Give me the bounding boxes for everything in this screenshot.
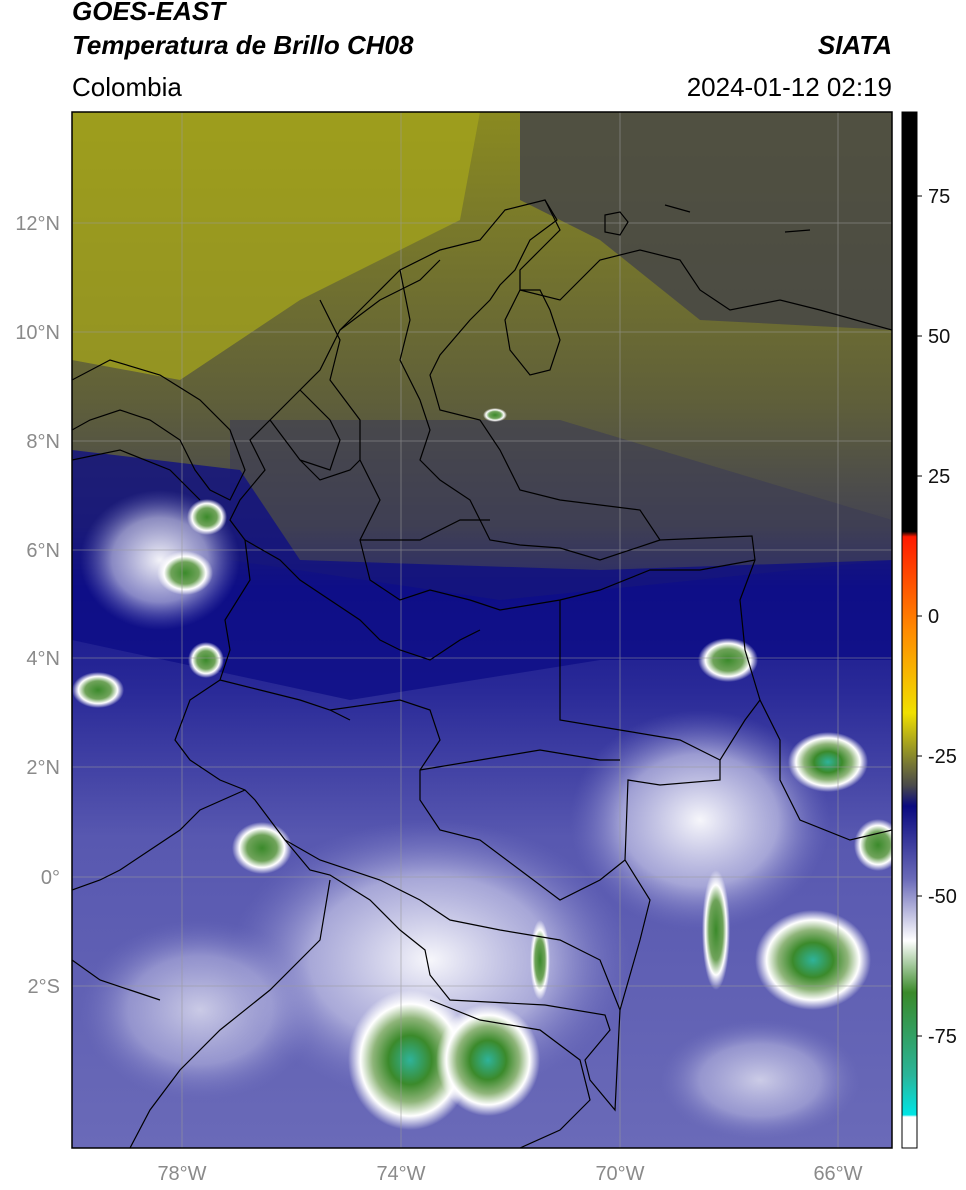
colorbar-ticks: 75 50 25 0 -25 -50 -75 [917,186,957,1048]
colorbar-label: -25 [928,746,957,768]
lon-axis-labels: 78°W 74°W 70°W 66°W [157,1163,862,1185]
satellite-image [72,112,892,1148]
lat-label: 2°S [28,976,60,998]
map-title-satellite: GOES-EAST [72,0,226,26]
colorbar-label: 75 [928,186,950,208]
lat-label: 10°N [15,322,60,344]
lat-label: 4°N [26,648,60,670]
map-frame [71,111,893,1149]
colorbar-label: 0 [928,606,939,628]
lon-label: 66°W [813,1163,862,1185]
lon-label: 78°W [157,1163,206,1185]
agency-label: SIATA [817,30,892,60]
colorbar-label: -75 [928,1026,957,1048]
lat-axis-labels: 12°N 10°N 8°N 6°N 4°N 2°N 0° 2°S [15,213,60,998]
lon-label: 74°W [376,1163,425,1185]
lat-label: 2°N [26,757,60,779]
colorbar: 75 50 25 0 -25 -50 -75 [901,111,957,1149]
lon-label: 70°W [595,1163,644,1185]
colorbar-label: 25 [928,466,950,488]
lat-label: 12°N [15,213,60,235]
lat-label: 6°N [26,540,60,562]
map-title-product: Temperatura de Brillo CH08 [72,30,414,60]
colorbar-label: -50 [928,886,957,908]
lat-label: 8°N [26,431,60,453]
colorbar-gradient [901,111,918,1149]
lat-label: 0° [41,867,60,889]
boundaries [72,199,892,1148]
timestamp-label: 2024-01-12 02:19 [686,72,892,102]
graticule [72,112,892,1148]
colorbar-label: 50 [928,326,950,348]
region-label: Colombia [72,72,182,102]
